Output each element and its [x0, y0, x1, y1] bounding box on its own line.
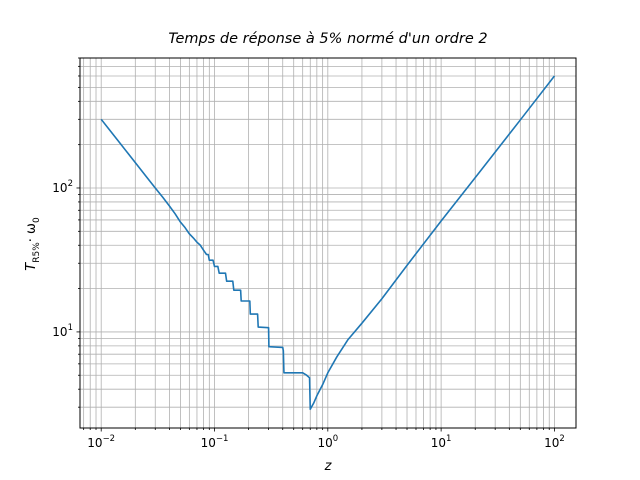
axis-ticks: 10−2 10−1 100 101 102 101 102: [52, 57, 565, 450]
y-label-rest-sub: 0: [31, 217, 42, 224]
y-tick-label: 102: [52, 179, 73, 195]
y-label-main: T: [24, 262, 40, 271]
y-axis-label: TR5%· ω0: [24, 217, 42, 270]
grid: [80, 57, 576, 428]
series-line-0: [100, 75, 556, 411]
x-tick-label: 10−1: [201, 434, 229, 450]
x-tick-label: 102: [544, 434, 565, 450]
series-layer: [100, 75, 556, 411]
y-label-sub: R5%: [31, 242, 42, 263]
x-tick-label: 10−2: [87, 434, 115, 450]
x-tick-label: 101: [431, 434, 452, 450]
x-tick-label: 100: [317, 434, 338, 450]
y-label-rest: · ω: [24, 223, 40, 243]
x-axis-label: z: [324, 459, 332, 474]
axes-frame: [79, 57, 577, 429]
y-tick-label: 101: [52, 323, 73, 339]
chart-title: Temps de réponse à 5% normé d'un ordre 2: [168, 31, 488, 47]
